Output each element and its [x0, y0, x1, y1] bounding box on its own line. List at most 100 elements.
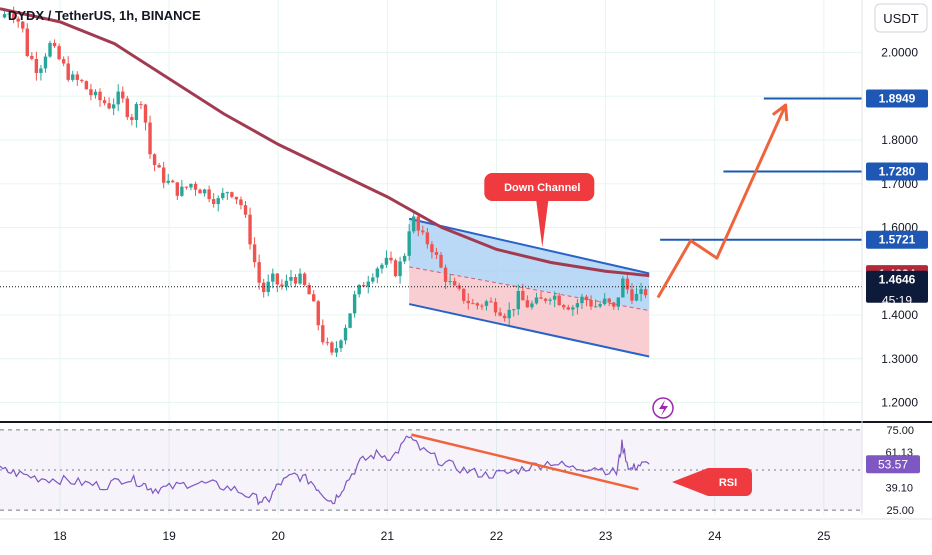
candle-body [412, 216, 416, 232]
down-channel-callout [484, 173, 595, 248]
candle-body [243, 205, 248, 215]
candle-body [425, 232, 430, 245]
candle-body [534, 297, 539, 304]
candle-body [466, 300, 470, 304]
candle-body [616, 297, 621, 307]
candle-body [452, 281, 457, 286]
time-tick-label: 25 [817, 529, 831, 543]
price-tick-label: 1.3000 [881, 352, 918, 366]
candle-body [612, 302, 616, 307]
candle-body [489, 301, 493, 303]
rsi-value-badge [866, 455, 920, 474]
candle-body [348, 313, 352, 328]
candle-body [312, 294, 316, 302]
candle-body [316, 301, 320, 326]
candle-body [139, 104, 143, 106]
chart-title: DYDX / TetherUS, 1h, BINANCE [8, 8, 201, 23]
candle-body [157, 165, 161, 168]
candle-body [130, 117, 134, 121]
candle-body [175, 182, 180, 196]
candle-body [98, 91, 102, 101]
candle-body [198, 189, 202, 194]
candle-body [480, 305, 484, 307]
candle-body [571, 307, 575, 310]
candle-body [598, 304, 602, 307]
candle-body [48, 42, 52, 57]
candle-body [516, 291, 520, 310]
currency-button-label: USDT [883, 11, 918, 26]
level-price-badge-label: 1.8949 [879, 91, 916, 105]
time-tick-label: 18 [53, 529, 67, 543]
candle-body [416, 216, 420, 231]
candle-body [21, 21, 25, 29]
candle-body [84, 81, 89, 90]
candle-body [539, 297, 543, 299]
candle-body [384, 257, 389, 265]
level-price-badge [866, 230, 928, 249]
candle-body [230, 192, 234, 197]
candle-body [25, 28, 29, 56]
candle-body [634, 293, 639, 301]
time-tick-label: 21 [381, 529, 395, 543]
candle-body [407, 231, 411, 256]
candle-body [602, 298, 607, 305]
down-channel-label: Down Channel [504, 182, 580, 194]
candle-body [107, 103, 111, 109]
candle-body [421, 230, 425, 233]
candle-body [93, 91, 98, 96]
currency-button[interactable]: USDT [874, 3, 928, 33]
candle-body [462, 288, 466, 301]
candle-body [448, 281, 452, 283]
candle-body [643, 289, 648, 296]
candle-body [71, 74, 75, 80]
candle-body [66, 63, 70, 80]
candle-body [298, 273, 302, 284]
level-price-badge-label: 1.5721 [879, 233, 916, 247]
projection-arrow [656, 104, 787, 299]
candle-body [502, 315, 507, 319]
candle-body [584, 296, 589, 301]
candle-body [152, 154, 157, 166]
candle-body [207, 189, 211, 200]
rsi-tick-label: 25.00 [886, 505, 914, 517]
candle-body [402, 255, 407, 262]
candle-body [339, 340, 343, 349]
time-tick-label: 19 [162, 529, 176, 543]
candle-body [493, 301, 498, 313]
candle-body [302, 273, 307, 285]
candle-body [330, 342, 334, 353]
candle-body [75, 74, 79, 80]
candle-body [193, 183, 198, 190]
candle-body [266, 281, 270, 293]
rsi-tick-label: 39.10 [885, 483, 913, 495]
candle-body [607, 298, 611, 303]
level-price-badge [866, 162, 928, 181]
candle-body [557, 295, 561, 306]
candle-body [143, 104, 148, 123]
channel-upper-line [408, 217, 650, 275]
candle-body [357, 284, 361, 295]
candle-body [512, 309, 516, 311]
candle-body [530, 303, 534, 308]
channel-lower-fill [409, 266, 650, 357]
candle-body [216, 198, 220, 205]
candle-body [471, 303, 475, 305]
candle-body [639, 289, 643, 294]
candle-body [271, 273, 275, 282]
rsi-callout [672, 468, 752, 496]
candle-body [552, 295, 557, 300]
candle-body [343, 327, 348, 341]
candle-body [234, 196, 239, 200]
candle-body [261, 282, 266, 293]
channel-upper-fill [409, 218, 650, 311]
channel-lower-line [408, 303, 650, 358]
candle-body [393, 260, 398, 277]
candle-body [398, 261, 402, 277]
candle-body [30, 55, 34, 59]
candle-body [89, 89, 93, 96]
candle-body [225, 192, 230, 194]
candle-body [275, 273, 280, 285]
candle-body [371, 277, 375, 282]
candle-body [221, 192, 225, 199]
